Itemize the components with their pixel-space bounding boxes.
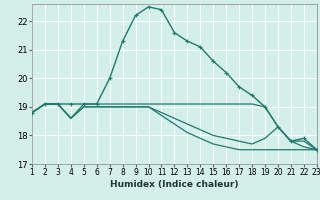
X-axis label: Humidex (Indice chaleur): Humidex (Indice chaleur) bbox=[110, 180, 239, 189]
